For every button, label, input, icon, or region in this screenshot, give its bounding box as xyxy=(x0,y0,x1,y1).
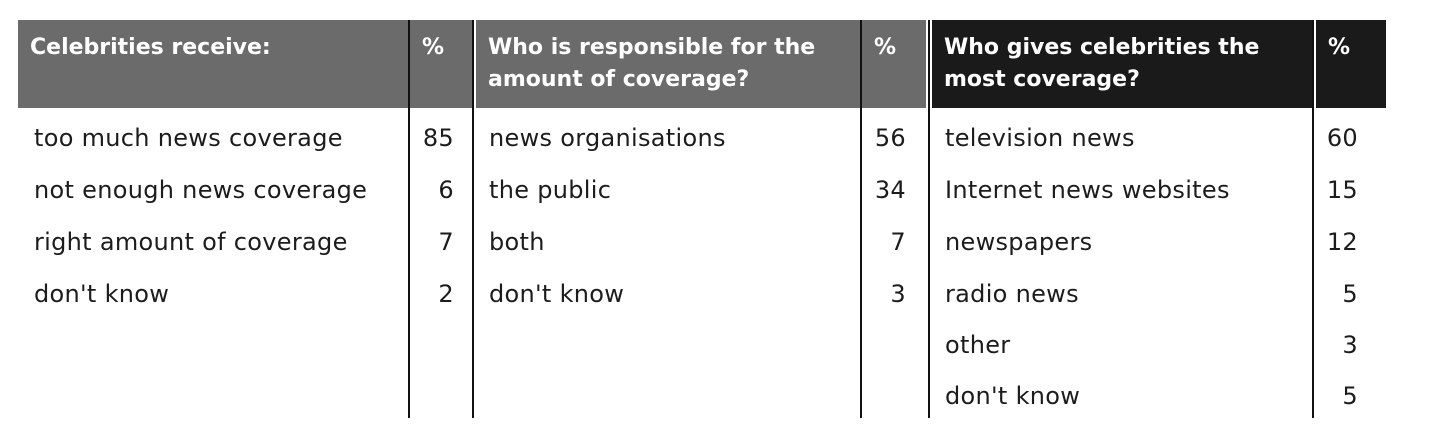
rule-table2-end xyxy=(928,20,930,418)
table3-row5-label: other xyxy=(945,331,1011,359)
table2-row1-value: 56 xyxy=(874,124,906,152)
table3-pct-header: % xyxy=(1316,20,1386,108)
table3-row2-value: 15 xyxy=(1326,176,1358,204)
table3-row1-value: 60 xyxy=(1326,124,1358,152)
table1-row4-value: 2 xyxy=(438,280,454,308)
table2-row3-label: both xyxy=(489,228,545,256)
table2-pct-header: % xyxy=(862,20,926,108)
table3-row3-label: newspapers xyxy=(945,228,1093,256)
table3-row4-label: radio news xyxy=(945,280,1079,308)
table3-row2-label: Internet news websites xyxy=(945,176,1230,204)
table1-row3-label: right amount of coverage xyxy=(34,228,348,256)
table3-header: Who gives celebrities the most coverage? xyxy=(932,20,1312,108)
table1-pct-header: % xyxy=(410,20,472,108)
table2-row4-label: don't know xyxy=(489,280,625,308)
table3-row5-value: 3 xyxy=(1342,331,1358,359)
table1-header: Celebrities receive: xyxy=(18,20,408,108)
table1-row1-value: 85 xyxy=(422,124,454,152)
rule-table1-end xyxy=(472,20,474,418)
table2-row3-value: 7 xyxy=(890,228,906,256)
table3-row1-label: television news xyxy=(945,124,1135,152)
table3-row3-value: 12 xyxy=(1326,228,1358,256)
table2-row1-label: news organisations xyxy=(489,124,726,152)
table1-row2-value: 6 xyxy=(438,176,454,204)
table3-row6-label: don't know xyxy=(945,382,1081,410)
rule-table2-label-pct xyxy=(860,20,862,418)
table1-row3-value: 7 xyxy=(438,228,454,256)
table1-row4-label: don't know xyxy=(34,280,170,308)
table3-row6-value: 5 xyxy=(1342,382,1358,410)
table2-header: Who is responsible for the amount of cov… xyxy=(476,20,860,108)
table2-row2-label: the public xyxy=(489,176,612,204)
table2-row4-value: 3 xyxy=(890,280,906,308)
table3-row4-value: 5 xyxy=(1342,280,1358,308)
rule-table1-label-pct xyxy=(408,20,410,418)
table1-row2-label: not enough news coverage xyxy=(34,176,368,204)
table2-row2-value: 34 xyxy=(874,176,906,204)
rule-table3-label-pct xyxy=(1312,20,1314,418)
table1-row1-label: too much news coverage xyxy=(34,124,343,152)
